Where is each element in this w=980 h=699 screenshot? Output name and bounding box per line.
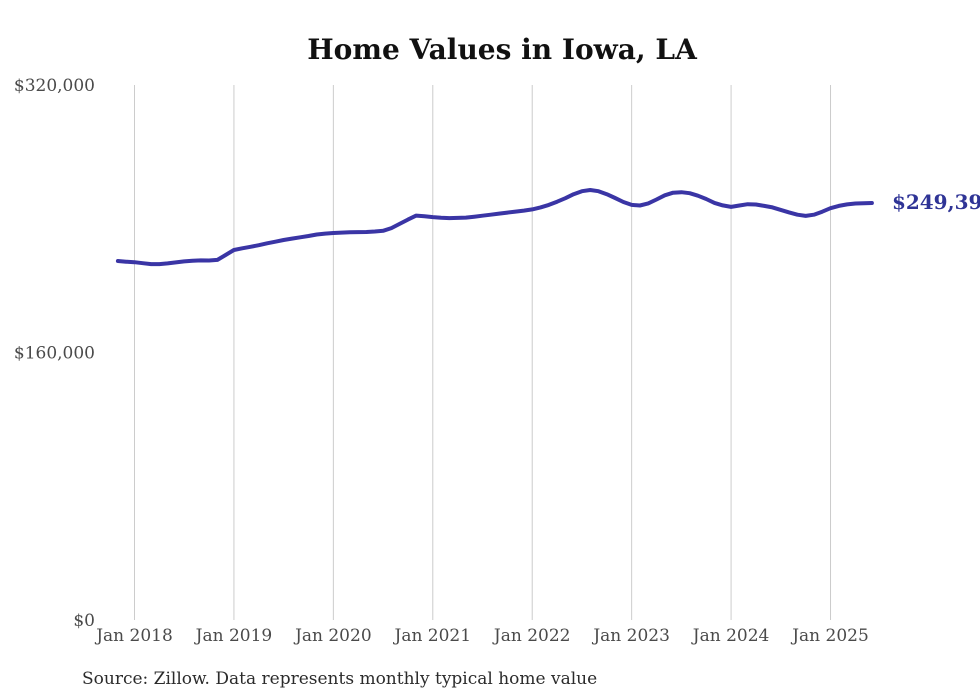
x-tick-label: Jan 2022 bbox=[492, 626, 571, 646]
y-tick-label: $320,000 bbox=[14, 76, 95, 96]
home-value-series-line bbox=[115, 188, 874, 267]
current-value-label: $249,393 bbox=[892, 190, 980, 214]
x-tick-label: Jan 2025 bbox=[790, 626, 869, 646]
y-tick-label: $0 bbox=[73, 611, 95, 631]
x-tick-label: Jan 2018 bbox=[94, 626, 173, 646]
x-tick-label: Jan 2020 bbox=[293, 626, 372, 646]
x-tick-label: Jan 2024 bbox=[691, 626, 770, 646]
y-tick-label: $160,000 bbox=[14, 344, 95, 364]
source-note: Source: Zillow. Data represents monthly … bbox=[82, 669, 597, 689]
vertical-gridlines bbox=[134, 85, 832, 620]
chart-title: Home Values in Iowa, LA bbox=[307, 33, 698, 66]
x-tick-label: Jan 2023 bbox=[591, 626, 670, 646]
y-axis-tick-labels: $0 $160,000 $320,000 bbox=[14, 76, 95, 631]
x-tick-label: Jan 2019 bbox=[194, 626, 273, 646]
x-tick-label: Jan 2021 bbox=[393, 626, 472, 646]
x-axis-tick-labels: Jan 2018 Jan 2019 Jan 2020 Jan 2021 Jan 2022… bbox=[94, 626, 869, 646]
